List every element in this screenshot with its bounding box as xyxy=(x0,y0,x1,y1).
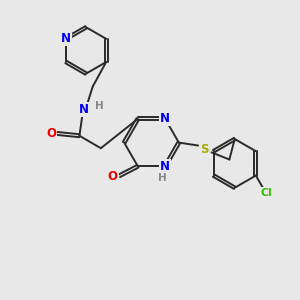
Text: Cl: Cl xyxy=(260,188,272,198)
Text: N: N xyxy=(160,112,170,125)
Text: S: S xyxy=(200,143,209,156)
Text: O: O xyxy=(46,127,56,140)
Text: O: O xyxy=(108,170,118,183)
Text: N: N xyxy=(79,103,89,116)
Text: H: H xyxy=(158,172,167,182)
Text: H: H xyxy=(95,101,104,111)
Text: N: N xyxy=(160,160,170,173)
Text: N: N xyxy=(61,32,71,45)
